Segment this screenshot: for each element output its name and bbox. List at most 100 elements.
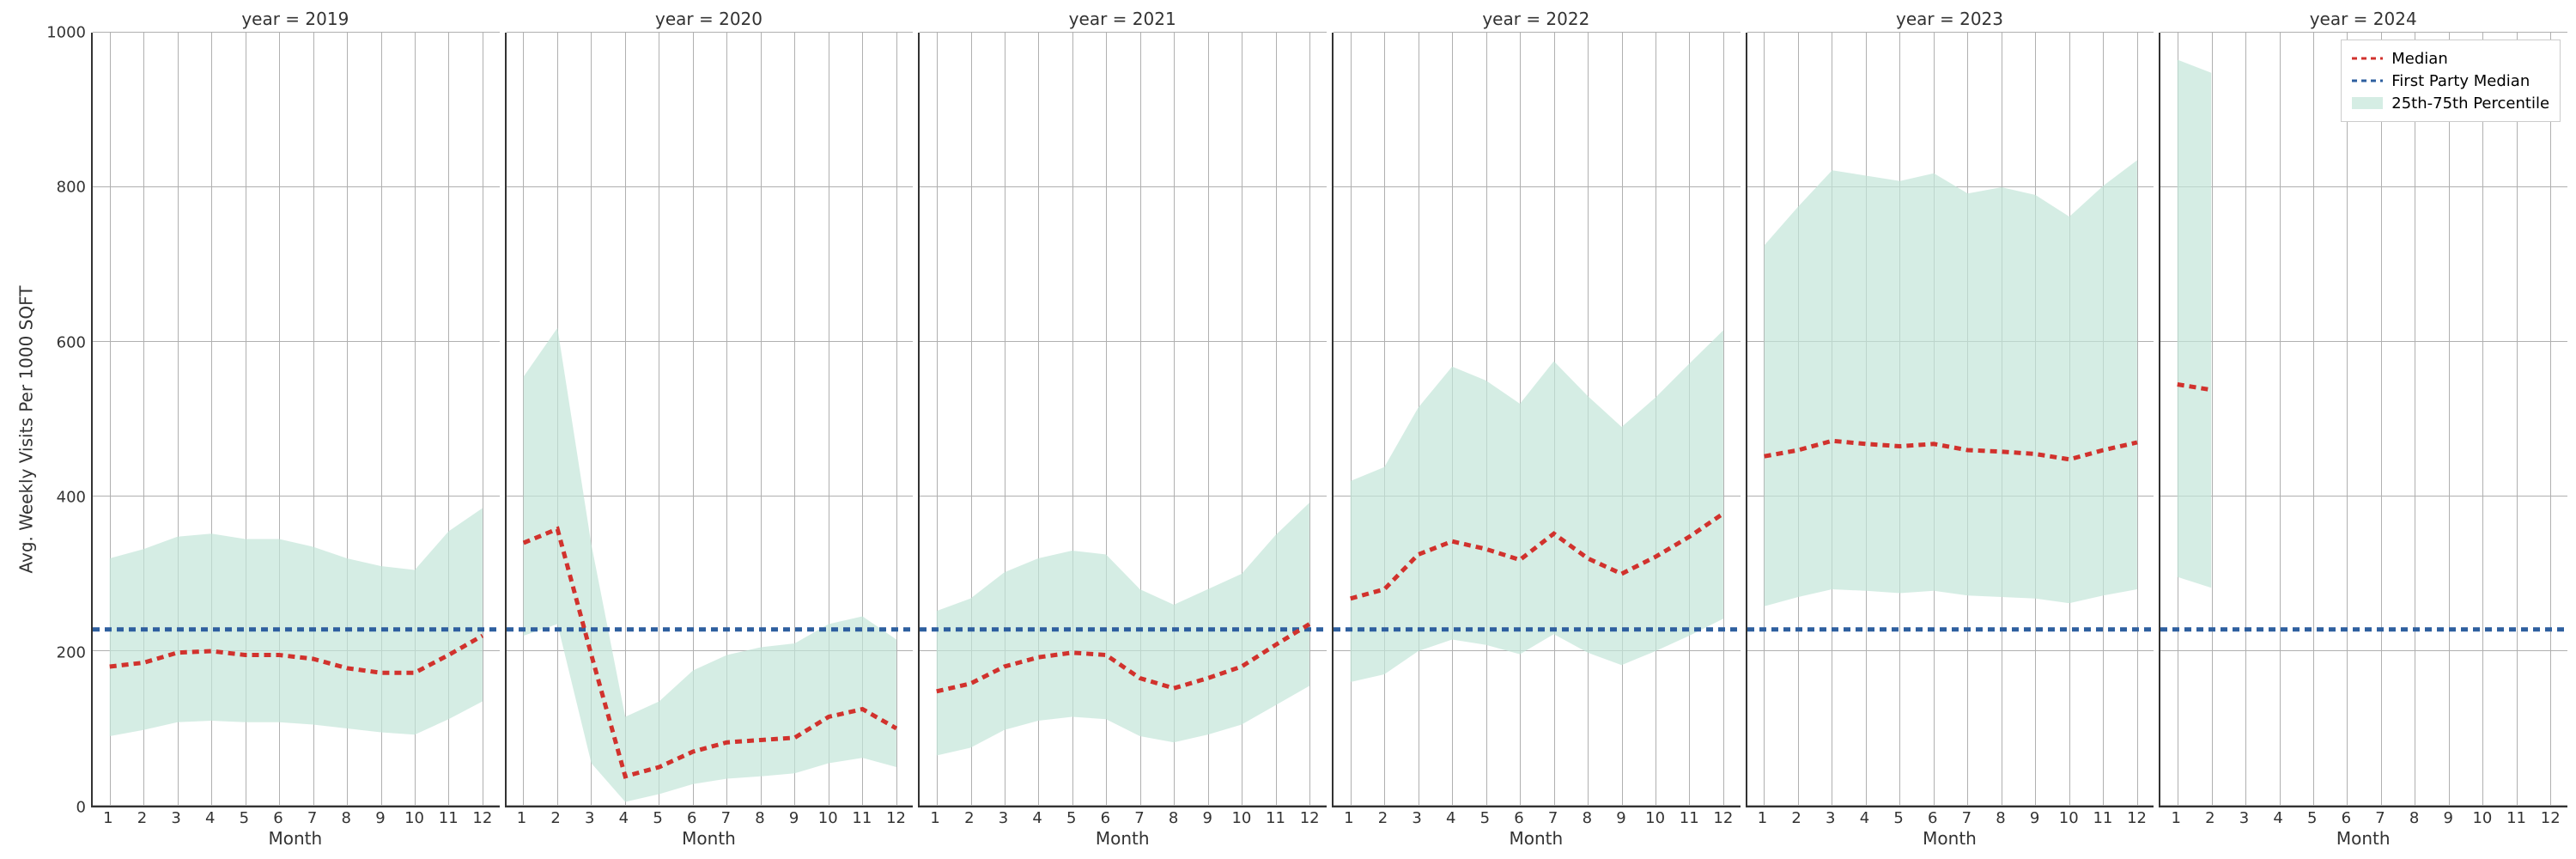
x-axis-label: Month <box>2159 828 2567 850</box>
x-tick-label: 8 <box>1583 809 1592 827</box>
x-axis-label: Month <box>1332 828 1741 850</box>
x-tick-label: 3 <box>1412 809 1421 827</box>
x-axis-label: Month <box>918 828 1327 850</box>
legend-first-party-label: First Party Median <box>2391 72 2530 90</box>
x-tick-label: 5 <box>1480 809 1490 827</box>
y-tick-label: 600 <box>57 333 86 351</box>
x-tick-row: 123456789101112 <box>1746 807 2154 828</box>
x-tick-label: 11 <box>1266 809 1285 827</box>
panels-row: year = 2019123456789101112Monthyear = 20… <box>91 9 2567 850</box>
x-tick-label: 1 <box>1758 809 1767 827</box>
legend-band: 25th-75th Percentile <box>2352 92 2549 114</box>
x-tick-row: 123456789101112 <box>91 807 500 828</box>
x-tick-label: 7 <box>721 809 731 827</box>
x-tick-label: 11 <box>439 809 459 827</box>
x-tick-label: 1 <box>930 809 939 827</box>
panel-title: year = 2020 <box>505 9 914 33</box>
panel: year = 2022123456789101112Month <box>1332 9 1741 850</box>
x-tick-label: 10 <box>404 809 424 827</box>
y-tick-label: 1000 <box>46 24 86 42</box>
x-tick-label: 11 <box>1680 809 1699 827</box>
x-tick-label: 7 <box>1548 809 1558 827</box>
x-tick-label: 7 <box>2375 809 2385 827</box>
x-tick-label: 9 <box>2444 809 2453 827</box>
x-tick-label: 3 <box>1826 809 1835 827</box>
x-tick-label: 3 <box>585 809 594 827</box>
x-tick-label: 6 <box>1514 809 1523 827</box>
plot-area <box>1332 33 1741 807</box>
panel-title: year = 2019 <box>91 9 500 33</box>
x-tick-label: 8 <box>342 809 351 827</box>
x-tick-label: 2 <box>1791 809 1801 827</box>
x-tick-label: 5 <box>2307 809 2317 827</box>
figure: Avg. Weekly Visits Per 1000 SQFT 0200400… <box>9 9 2567 850</box>
panel: year = 2019123456789101112Month <box>91 9 500 850</box>
x-tick-row: 123456789101112 <box>2159 807 2567 828</box>
x-tick-label: 12 <box>2541 809 2561 827</box>
x-tick-label: 4 <box>619 809 629 827</box>
x-tick-label: 12 <box>1713 809 1733 827</box>
x-tick-row: 123456789101112 <box>1332 807 1741 828</box>
x-tick-label: 12 <box>2127 809 2147 827</box>
y-tick-label: 800 <box>57 179 86 197</box>
x-tick-label: 2 <box>550 809 560 827</box>
x-tick-label: 8 <box>2409 809 2419 827</box>
x-tick-label: 4 <box>1446 809 1455 827</box>
x-tick-label: 1 <box>2171 809 2180 827</box>
x-tick-label: 1 <box>103 809 112 827</box>
x-axis-label: Month <box>505 828 914 850</box>
x-tick-label: 6 <box>1101 809 1110 827</box>
legend-median-label: Median <box>2391 50 2447 68</box>
x-tick-label: 2 <box>964 809 974 827</box>
x-tick-label: 1 <box>1344 809 1353 827</box>
x-tick-label: 10 <box>1231 809 1251 827</box>
panel: year = 2024 Median First Party Median 25th-… <box>2159 9 2567 850</box>
x-tick-label: 12 <box>1300 809 1320 827</box>
y-tick-label: 0 <box>76 799 86 817</box>
x-tick-label: 8 <box>1996 809 2005 827</box>
x-tick-label: 5 <box>1066 809 1076 827</box>
x-tick-label: 3 <box>2239 809 2249 827</box>
x-tick-label: 9 <box>1616 809 1625 827</box>
x-tick-label: 3 <box>171 809 180 827</box>
legend-median: Median <box>2352 47 2549 70</box>
x-tick-label: 10 <box>2472 809 2492 827</box>
panel-title: year = 2021 <box>918 9 1327 33</box>
x-tick-label: 4 <box>1860 809 1869 827</box>
x-tick-label: 10 <box>2059 809 2079 827</box>
percentile-band <box>2178 60 2211 588</box>
x-tick-label: 4 <box>1032 809 1042 827</box>
x-tick-label: 9 <box>375 809 385 827</box>
legend-band-label: 25th-75th Percentile <box>2391 94 2549 113</box>
x-tick-label: 12 <box>472 809 492 827</box>
x-tick-row: 123456789101112 <box>505 807 914 828</box>
x-tick-label: 10 <box>1645 809 1665 827</box>
plot-area <box>505 33 914 807</box>
x-tick-label: 6 <box>2342 809 2351 827</box>
x-tick-label: 11 <box>852 809 872 827</box>
x-tick-label: 7 <box>307 809 317 827</box>
panel-title: year = 2024 <box>2159 9 2567 33</box>
percentile-band <box>1764 161 2136 606</box>
x-tick-label: 9 <box>789 809 799 827</box>
x-tick-label: 9 <box>2030 809 2039 827</box>
x-tick-label: 5 <box>240 809 249 827</box>
ylabel-container: Avg. Weekly Visits Per 1000 SQFT <box>9 9 43 850</box>
y-tick-label: 400 <box>57 489 86 507</box>
percentile-band <box>523 328 896 802</box>
x-tick-label: 3 <box>999 809 1008 827</box>
x-tick-label: 2 <box>137 809 147 827</box>
legend-first-party: First Party Median <box>2352 70 2549 92</box>
y-tick-column: 02004006008001000 <box>43 33 91 807</box>
legend: Median First Party Median 25th-75th Percen… <box>2341 40 2561 122</box>
x-tick-label: 5 <box>653 809 662 827</box>
plot-area <box>1746 33 2154 807</box>
x-tick-label: 8 <box>1169 809 1178 827</box>
percentile-band <box>110 509 483 737</box>
panel-title: year = 2022 <box>1332 9 1741 33</box>
x-tick-label: 11 <box>2093 809 2112 827</box>
x-tick-label: 8 <box>755 809 764 827</box>
x-tick-row: 123456789101112 <box>918 807 1327 828</box>
x-tick-label: 9 <box>1203 809 1212 827</box>
x-tick-label: 10 <box>818 809 838 827</box>
